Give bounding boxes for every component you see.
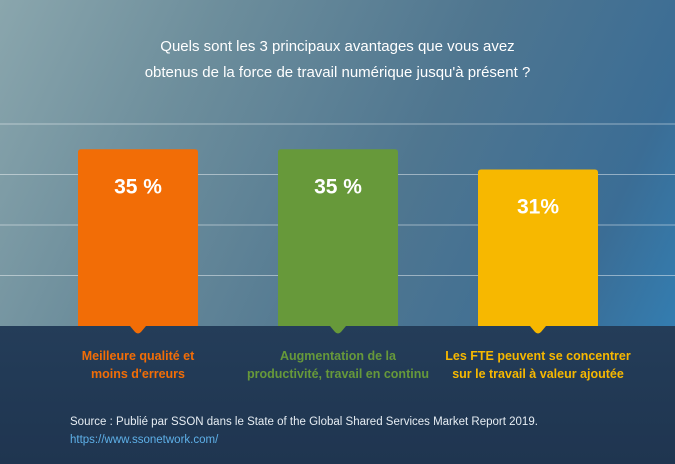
bar-2: [278, 149, 398, 334]
category-label-3-line-2: sur le travail à valeur ajoutée: [452, 367, 624, 381]
source-text: Source : Publié par SSON dans le State o…: [70, 416, 538, 428]
bottom-band: [0, 326, 675, 464]
bar-2-value-label: 35 %: [314, 175, 362, 198]
category-label-2: Augmentation de la productivité, travail…: [243, 347, 433, 383]
chart-title: Quels sont les 3 principaux avantages qu…: [60, 34, 615, 86]
chart-title-line-2: obtenus de la force de travail numérique…: [144, 64, 531, 81]
category-label-3: Les FTE peuvent se concentrer sur le tra…: [443, 347, 633, 383]
bar-3: [478, 169, 598, 334]
source-note: Source : Publié par SSON dans le State o…: [70, 413, 660, 449]
source-link[interactable]: https://www.ssonetwork.com/: [70, 434, 219, 446]
category-label-2-line-1: Augmentation de la: [280, 349, 396, 363]
chart-title-line-1: Quels sont les 3 principaux avantages qu…: [160, 38, 515, 55]
category-label-2-line-2: productivité, travail en continu: [247, 367, 429, 381]
bar-3-value-label: 31%: [517, 195, 559, 218]
bar-1: [78, 149, 198, 334]
category-label-1-line-1: Meilleure qualité et: [81, 349, 195, 363]
category-label-1-line-2: moins d'erreurs: [91, 367, 185, 381]
category-label-3-line-1: Les FTE peuvent se concentrer: [445, 349, 631, 363]
category-label-1: Meilleure qualité et moins d'erreurs: [43, 347, 233, 383]
bar-1-value-label: 35 %: [114, 175, 162, 198]
